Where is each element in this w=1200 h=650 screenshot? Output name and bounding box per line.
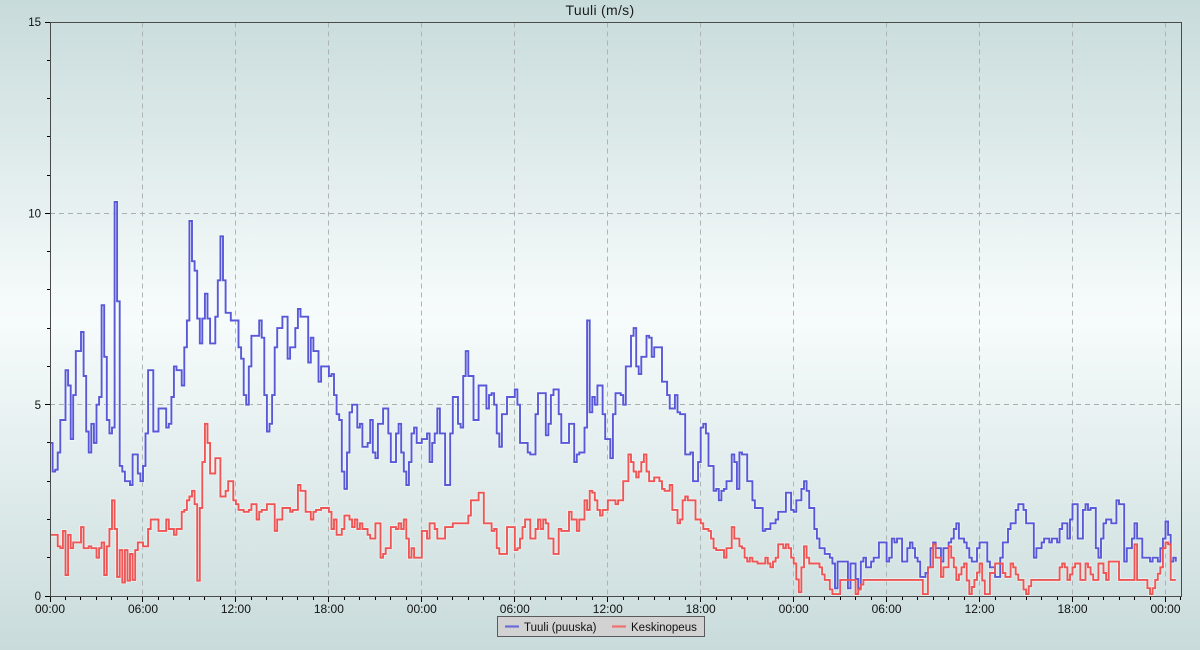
svg-text:12:00: 12:00	[593, 602, 623, 616]
svg-text:00:00: 00:00	[779, 602, 809, 616]
svg-text:10: 10	[28, 209, 41, 221]
svg-text:06:00: 06:00	[872, 602, 902, 616]
svg-text:18:00: 18:00	[314, 602, 344, 616]
svg-text:15: 15	[28, 17, 41, 29]
svg-text:Keskinopeus: Keskinopeus	[631, 622, 697, 634]
svg-text:0: 0	[35, 591, 41, 603]
svg-text:00:00: 00:00	[1150, 602, 1180, 616]
svg-text:Tuuli (puuska): Tuuli (puuska)	[524, 622, 597, 634]
svg-text:5: 5	[35, 400, 41, 412]
svg-text:Tuuli (m/s): Tuuli (m/s)	[566, 2, 635, 18]
svg-text:06:00: 06:00	[500, 602, 530, 616]
svg-text:18:00: 18:00	[1057, 602, 1087, 616]
svg-text:00:00: 00:00	[35, 602, 65, 616]
svg-text:12:00: 12:00	[221, 602, 251, 616]
svg-text:00:00: 00:00	[407, 602, 437, 616]
svg-text:06:00: 06:00	[128, 602, 158, 616]
svg-text:12:00: 12:00	[965, 602, 995, 616]
svg-text:18:00: 18:00	[686, 602, 716, 616]
